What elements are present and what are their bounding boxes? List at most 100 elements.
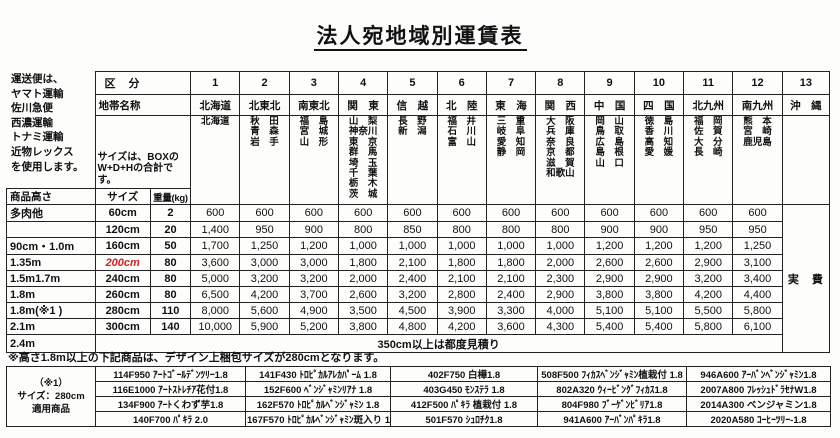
- height-cell: 1.8m(※1 ): [6, 302, 96, 319]
- product-label-line: （※1）: [34, 378, 68, 389]
- fare-cell: 4,500: [387, 302, 438, 319]
- prefecture-line: 熊 本: [743, 116, 772, 127]
- fare-cell: 600: [633, 204, 685, 222]
- fare-cell: 4,300: [535, 318, 586, 335]
- prefecture-cell: 福 岡佐 賀大 分長 崎: [683, 115, 734, 205]
- kubun-row: 区 分 1 2 3 4 5 6 7 8 9 10 11 12 13: [7, 71, 831, 95]
- carrier-note-line: 近物レックス: [11, 145, 74, 158]
- prefecture-cell: 長 野新 潟: [387, 115, 438, 205]
- fare-cell: 800: [337, 221, 389, 238]
- fare-cell: 2,600: [337, 286, 389, 303]
- zone-number-cell: 4: [337, 71, 389, 95]
- fare-cell: 600: [337, 204, 389, 222]
- prefecture-line: 山 梨: [348, 116, 378, 127]
- height-cell: [6, 221, 96, 238]
- product-table: （※1） サイズ：280cm 適用商品 114F950 ｱｰﾄｺﾞｰﾙﾃﾞﾝﾂﾘｰ1.…: [6, 366, 831, 427]
- rate-row: 120cm 20 1,400 950 900 800 850 800 800 800 900 900 9…: [6, 221, 830, 238]
- weight-cell: 20: [149, 221, 192, 238]
- zone-number-cell: 9: [584, 71, 635, 95]
- prefecture-line: 神奈川: [348, 126, 378, 138]
- fare-cell: 2,100: [436, 270, 487, 287]
- fare-cell: 5,800: [683, 318, 734, 335]
- prefecture-line: 福 岡: [693, 116, 723, 127]
- fare-cell: 4,400: [732, 286, 783, 303]
- prefecture-line: 岩 手: [250, 136, 279, 148]
- prefecture-line: 千 葉: [348, 168, 378, 180]
- product-cell: 412F500 ﾊﾟｷﾗ 植栽付 1.8: [390, 396, 538, 412]
- fare-cell: 1,800: [337, 254, 389, 271]
- prefecture-line: 大 阪: [546, 116, 575, 127]
- prefecture-line: 岐 阜: [496, 126, 526, 138]
- fare-cell: 1,200: [683, 237, 734, 255]
- product-label-line: 適用商品: [31, 404, 70, 415]
- height-cell: 1.35m: [6, 254, 96, 271]
- size-cell: 280cm: [94, 302, 151, 319]
- prefecture-line: 栃 木: [348, 178, 378, 190]
- product-cell: 162F570 ﾄﾛﾋﾟｶﾙﾍﾞﾝｼﾞｬﾐﾝ 1.8: [245, 396, 391, 412]
- fare-cell: 600: [436, 204, 487, 222]
- fare-cell: 3,800: [633, 286, 685, 303]
- zone-number-cell: 10: [633, 71, 685, 95]
- fare-cell: 1,000: [535, 237, 586, 255]
- zone-name-cell: 信 越: [387, 94, 438, 116]
- zone-number-cell: 11: [683, 71, 734, 95]
- fare-cell: 5,400: [633, 318, 685, 335]
- prefecture-line: 愛 知: [496, 136, 526, 148]
- prefecture-line: 群 馬: [348, 147, 378, 159]
- zone-number-cell: 13: [781, 71, 831, 95]
- prefecture-line: 長 崎: [693, 147, 723, 159]
- product-label-cell: （※1） サイズ：280cm 適用商品: [6, 366, 96, 427]
- fare-cell: 600: [190, 204, 241, 222]
- prefecture-line: 大 分: [693, 136, 723, 148]
- weight-cell: 110: [149, 302, 192, 319]
- fare-cell: 800: [436, 221, 487, 238]
- prefecture-cell: 福 島宮 城山 形: [288, 115, 339, 205]
- fare-cell: 3,100: [732, 254, 783, 271]
- zone-name-cell: 北九州: [683, 94, 734, 116]
- zone-number-cell: 7: [485, 71, 537, 95]
- size-cell: 60cm: [94, 204, 151, 222]
- fare-cell: 2,600: [633, 254, 685, 271]
- carrier-note-line: 佐川急便: [11, 102, 53, 115]
- fare-cell: 8,000: [190, 302, 241, 319]
- page-title: 法人宛地域別運賃表: [0, 20, 840, 51]
- height-cell: 2.1m: [6, 318, 96, 335]
- fare-cell: 3,200: [387, 286, 438, 303]
- prefecture-line: 宮 崎: [743, 126, 772, 138]
- fare-cell: 4,200: [683, 286, 734, 303]
- size-cell: 200cm: [94, 254, 151, 271]
- kubun-header-cell: 区 分: [94, 71, 192, 95]
- zone-name-cell: 北東北: [239, 94, 290, 116]
- fare-cell: 1,200: [584, 237, 635, 255]
- prefecture-row: サイズは、BOXの W+D+Hの合計です。 北海道秋 田青 森岩 手福 島宮 城山…: [7, 115, 831, 205]
- product-cell: 141F430 ﾄﾛﾋﾟｶﾙｱﾚｶﾊﾟｰﾑ 1.8: [245, 366, 391, 382]
- fare-cell: 3,800: [584, 286, 635, 303]
- box-size-note-line: W+D+Hの合計です。: [97, 163, 174, 186]
- zone-number-cell: 5: [387, 71, 438, 95]
- carrier-note-line: トナミ運輸: [11, 131, 64, 144]
- fare-cell: 2,400: [387, 270, 438, 287]
- fare-cell: 800: [535, 221, 586, 238]
- fare-cell: 2,600: [584, 254, 635, 271]
- product-cell: 802A320 ｳｨｰﾋﾞﾝｸﾞﾌｨｶｽ1.8: [537, 381, 687, 397]
- prefecture-cell: 福 井石 川富 山: [436, 115, 487, 205]
- prefecture-line: 富 山: [447, 136, 476, 148]
- prefecture-line: 鹿児島: [743, 136, 772, 148]
- prefecture-line: 和歌山: [546, 168, 575, 180]
- fare-cell: 3,000: [288, 254, 339, 271]
- carrier-note-line: ヤマト運輸: [11, 87, 64, 100]
- rate-row: 多肉他 60cm 2 600 600 600 600 600 600 600 600 600 600 60…: [6, 204, 831, 353]
- fare-cell: 6,500: [190, 286, 241, 303]
- fare-cell: 950: [239, 221, 290, 238]
- page-title-text: 法人宛地域別運賃表: [313, 25, 527, 51]
- product-cell: 167F570 ﾄﾛﾋﾟｶﾙﾍﾞﾝｼﾞｬﾐﾝ斑入り 1.8: [245, 411, 391, 427]
- fare-cell: 2,000: [337, 270, 389, 287]
- fare-cell: 2,300: [535, 270, 586, 287]
- product-cell: 116E1000 ｱｰﾄｽﾄﾚﾁｱ花付1.8: [95, 381, 246, 397]
- fare-cell: 3,000: [239, 254, 290, 271]
- weight-cell: 2: [149, 204, 192, 222]
- product-cell: 140F700 ﾊﾟｷﾗ 2.0: [95, 411, 246, 427]
- prefecture-line: 宮 城: [299, 126, 329, 138]
- height-cell: 1.5m1.7m: [6, 270, 96, 287]
